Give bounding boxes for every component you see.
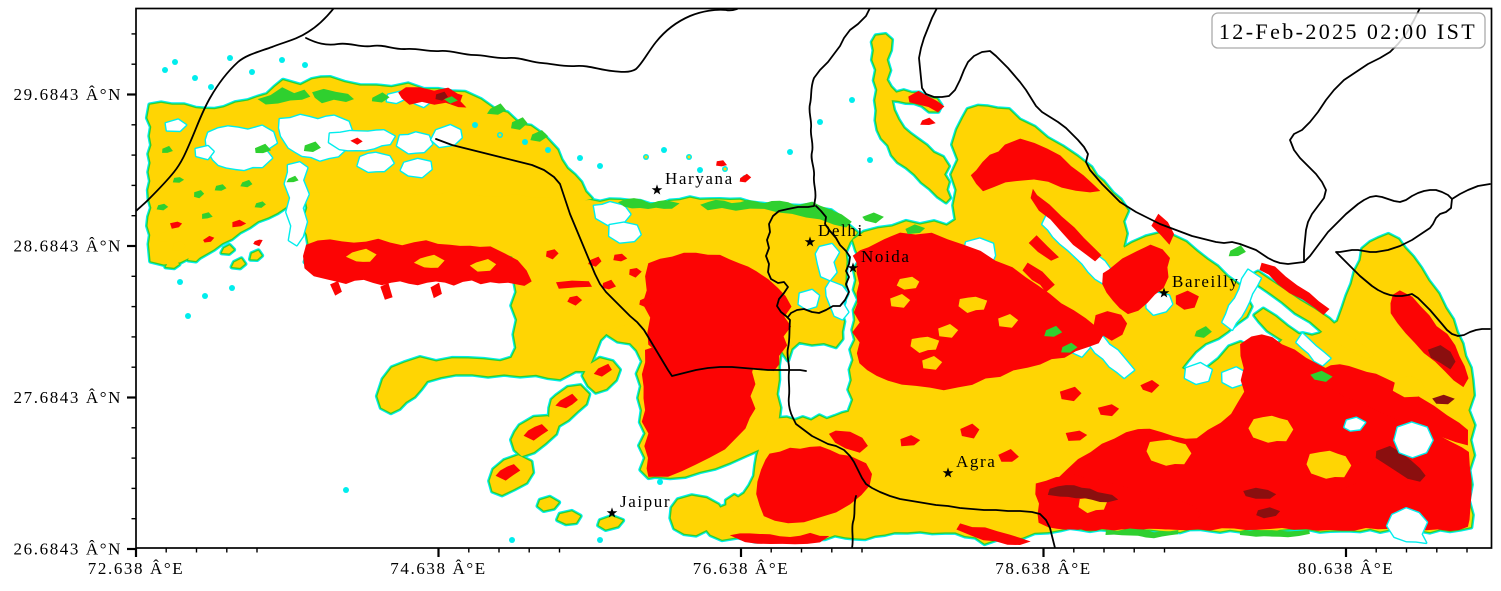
svg-text:Bareilly: Bareilly (1172, 272, 1240, 291)
svg-text:76.638 Â°E: 76.638 Â°E (693, 559, 789, 578)
svg-text:80.638 Â°E: 80.638 Â°E (1298, 559, 1394, 578)
svg-text:Noida: Noida (861, 247, 911, 266)
svg-text:28.6843 Â°N: 28.6843 Â°N (14, 237, 122, 256)
svg-text:27.6843 Â°N: 27.6843 Â°N (14, 388, 122, 407)
svg-text:Delhi: Delhi (818, 221, 864, 240)
svg-text:Agra: Agra (956, 452, 996, 471)
svg-text:12-Feb-2025 02:00 IST: 12-Feb-2025 02:00 IST (1219, 19, 1477, 44)
svg-text:74.638 Â°E: 74.638 Â°E (390, 559, 486, 578)
svg-text:29.6843 Â°N: 29.6843 Â°N (14, 85, 122, 104)
svg-text:Jaipur: Jaipur (620, 492, 671, 511)
svg-text:78.638 Â°E: 78.638 Â°E (995, 559, 1091, 578)
svg-text:26.6843 Â°N: 26.6843 Â°N (14, 540, 122, 559)
svg-text:72.638 Â°E: 72.638 Â°E (88, 559, 184, 578)
svg-text:Haryana: Haryana (665, 169, 734, 188)
